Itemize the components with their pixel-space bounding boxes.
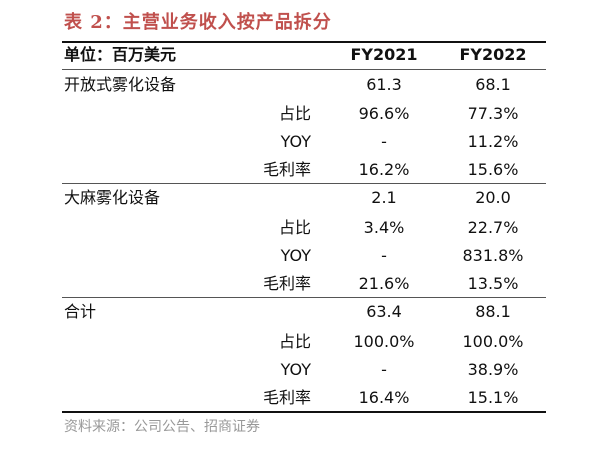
sub-row-value-fy2021: - bbox=[381, 360, 387, 379]
top-rule bbox=[62, 41, 546, 43]
sub-row-label: YOY bbox=[280, 246, 311, 265]
group-value-fy2022: 20.0 bbox=[475, 188, 511, 207]
sub-row-value-fy2022: 15.1% bbox=[467, 388, 519, 407]
col-header-fy2022: FY2022 bbox=[459, 45, 527, 64]
source-note: 资料来源：公司公告、招商证券 bbox=[64, 419, 260, 435]
sub-row-value-fy2022: 13.5% bbox=[467, 274, 519, 293]
sub-row-value-fy2022: 15.6% bbox=[467, 160, 519, 179]
sub-row-label: YOY bbox=[280, 360, 311, 379]
sub-row-label: YOY bbox=[280, 132, 311, 151]
group-divider bbox=[62, 297, 546, 298]
unit-label: 单位：百万美元 bbox=[64, 45, 177, 64]
sub-row-label: 占比 bbox=[278, 218, 311, 237]
group-value-fy2021: 2.1 bbox=[371, 188, 397, 207]
group-label: 合计 bbox=[64, 302, 97, 321]
group-value-fy2022: 68.1 bbox=[475, 75, 511, 94]
sub-row-label: 占比 bbox=[278, 104, 311, 123]
sub-row-label: 毛利率 bbox=[262, 160, 311, 179]
sub-row-value-fy2022: 831.8% bbox=[462, 246, 524, 265]
sub-row-value-fy2021: - bbox=[381, 132, 387, 151]
sub-row-value-fy2021: 21.6% bbox=[358, 274, 410, 293]
header-rule bbox=[62, 69, 546, 70]
group-value-fy2021: 63.4 bbox=[366, 302, 402, 321]
bottom-rule bbox=[62, 411, 546, 413]
sub-row-value-fy2021: 16.4% bbox=[358, 388, 410, 407]
sub-row-value-fy2022: 100.0% bbox=[462, 332, 524, 351]
sub-row-value-fy2022: 77.3% bbox=[467, 104, 519, 123]
sub-row-label: 毛利率 bbox=[262, 388, 311, 407]
col-header-fy2021: FY2021 bbox=[350, 45, 418, 64]
sub-row-label: 占比 bbox=[278, 332, 311, 351]
sub-row-value-fy2021: 96.6% bbox=[358, 104, 410, 123]
sub-row-value-fy2021: - bbox=[381, 246, 387, 265]
sub-row-value-fy2021: 100.0% bbox=[353, 332, 415, 351]
group-value-fy2022: 88.1 bbox=[475, 302, 511, 321]
sub-row-value-fy2022: 22.7% bbox=[467, 218, 519, 237]
group-value-fy2021: 61.3 bbox=[366, 75, 402, 94]
group-label: 开放式雾化设备 bbox=[64, 75, 177, 94]
sub-row-label: 毛利率 bbox=[262, 274, 311, 293]
group-label: 大麻雾化设备 bbox=[64, 188, 161, 207]
sub-row-value-fy2022: 38.9% bbox=[467, 360, 519, 379]
table-title: 表 2：主营业务收入按产品拆分 bbox=[64, 12, 332, 33]
group-divider bbox=[62, 183, 546, 184]
sub-row-value-fy2021: 16.2% bbox=[358, 160, 410, 179]
sub-row-value-fy2022: 11.2% bbox=[467, 132, 519, 151]
sub-row-value-fy2021: 3.4% bbox=[363, 218, 405, 237]
